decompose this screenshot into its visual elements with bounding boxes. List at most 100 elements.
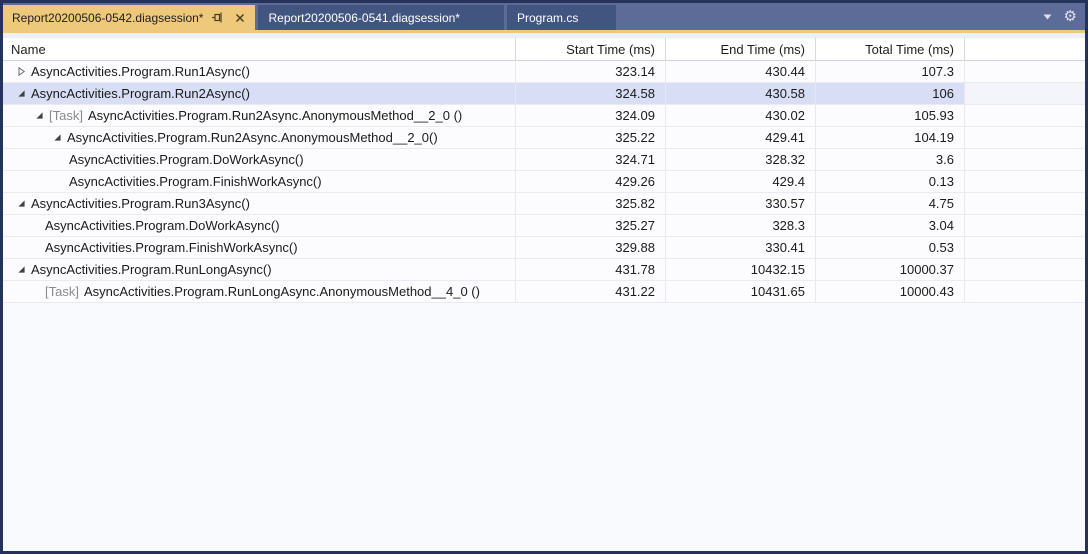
- activity-name: AsyncActivities.Program.Run2Async.Anonym…: [67, 130, 438, 145]
- activity-name: AsyncActivities.Program.RunLongAsync(): [31, 262, 272, 277]
- start-time-cell: 324.58: [516, 83, 666, 104]
- tab-label: Report20200506-0541.diagsession*: [268, 10, 460, 25]
- gear-icon[interactable]: ⚙: [1063, 8, 1077, 25]
- table-row[interactable]: AsyncActivities.Program.FinishWorkAsync(…: [3, 237, 1085, 259]
- activity-name: AsyncActivities.Program.RunLongAsync.Ano…: [83, 284, 480, 299]
- row-spacer-cell: [965, 127, 1085, 148]
- row-name-cell: [Task] AsyncActivities.Program.Run2Async…: [3, 105, 516, 126]
- start-time-cell: 323.14: [516, 61, 666, 82]
- end-time-cell: 10431.65: [666, 281, 816, 302]
- expander-icon[interactable]: [17, 89, 26, 98]
- activity-name: AsyncActivities.Program.FinishWorkAsync(…: [69, 174, 322, 189]
- tab-report-0542[interactable]: Report20200506-0542.diagsession*: [3, 5, 256, 30]
- row-spacer-cell: [965, 215, 1085, 236]
- table-body: AsyncActivities.Program.Run1Async() 323.…: [3, 61, 1085, 303]
- row-name-cell: AsyncActivities.Program.DoWorkAsync(): [3, 149, 516, 170]
- table-row[interactable]: AsyncActivities.Program.Run2Async.Anonym…: [3, 127, 1085, 149]
- table-row[interactable]: AsyncActivities.Program.DoWorkAsync() 32…: [3, 149, 1085, 171]
- table-row[interactable]: [Task] AsyncActivities.Program.RunLongAs…: [3, 281, 1085, 303]
- total-time-cell: 10000.43: [816, 281, 965, 302]
- column-header-start-time[interactable]: Start Time (ms): [516, 38, 666, 60]
- start-time-cell: 431.78: [516, 259, 666, 280]
- end-time-cell: 330.57: [666, 193, 816, 214]
- row-name-cell: AsyncActivities.Program.Run1Async(): [3, 61, 516, 82]
- total-time-cell: 0.53: [816, 237, 965, 258]
- end-time-cell: 10432.15: [666, 259, 816, 280]
- end-time-cell: 429.4: [666, 171, 816, 192]
- total-time-cell: 105.93: [816, 105, 965, 126]
- row-name-cell: AsyncActivities.Program.Run2Async(): [3, 83, 516, 104]
- start-time-cell: 325.27: [516, 215, 666, 236]
- row-spacer-cell: [965, 193, 1085, 214]
- row-name-cell: AsyncActivities.Program.RunLongAsync(): [3, 259, 516, 280]
- activity-name: AsyncActivities.Program.FinishWorkAsync(…: [45, 240, 298, 255]
- end-time-cell: 430.02: [666, 105, 816, 126]
- end-time-cell: 429.41: [666, 127, 816, 148]
- table-row[interactable]: AsyncActivities.Program.Run2Async() 324.…: [3, 83, 1085, 105]
- row-name-cell: AsyncActivities.Program.FinishWorkAsync(…: [3, 237, 516, 258]
- table-row[interactable]: AsyncActivities.Program.FinishWorkAsync(…: [3, 171, 1085, 193]
- activity-name: AsyncActivities.Program.Run1Async(): [31, 64, 250, 79]
- close-icon[interactable]: [232, 10, 247, 25]
- expander-icon[interactable]: [17, 265, 26, 274]
- column-header-name[interactable]: Name: [3, 38, 516, 60]
- table-row[interactable]: [Task] AsyncActivities.Program.Run2Async…: [3, 105, 1085, 127]
- end-time-cell: 328.32: [666, 149, 816, 170]
- activity-name: AsyncActivities.Program.Run2Async(): [31, 86, 250, 101]
- row-spacer-cell: [965, 83, 1085, 104]
- total-time-cell: 4.75: [816, 193, 965, 214]
- tab-program-cs[interactable]: Program.cs: [506, 5, 617, 30]
- total-time-cell: 10000.37: [816, 259, 965, 280]
- table-header: Name Start Time (ms) End Time (ms) Total…: [3, 38, 1085, 61]
- row-name-cell: AsyncActivities.Program.DoWorkAsync(): [3, 215, 516, 236]
- table-row[interactable]: AsyncActivities.Program.Run1Async() 323.…: [3, 61, 1085, 83]
- task-prefix-label: [Task]: [45, 284, 79, 299]
- expander-icon[interactable]: [35, 111, 44, 120]
- table-row[interactable]: AsyncActivities.Program.RunLongAsync() 4…: [3, 259, 1085, 281]
- column-header-total-time[interactable]: Total Time (ms): [816, 38, 965, 60]
- row-name-cell: AsyncActivities.Program.FinishWorkAsync(…: [3, 171, 516, 192]
- total-time-cell: 0.13: [816, 171, 965, 192]
- total-time-cell: 3.04: [816, 215, 965, 236]
- column-header-end-time[interactable]: End Time (ms): [666, 38, 816, 60]
- start-time-cell: 325.82: [516, 193, 666, 214]
- row-spacer-cell: [965, 259, 1085, 280]
- expander-icon[interactable]: [17, 67, 26, 76]
- total-time-cell: 106: [816, 83, 965, 104]
- document-tab-bar: Report20200506-0542.diagsession* Report2…: [3, 3, 1085, 30]
- row-spacer-cell: [965, 171, 1085, 192]
- tab-label: Report20200506-0542.diagsession*: [12, 10, 204, 25]
- end-time-cell: 328.3: [666, 215, 816, 236]
- end-time-cell: 330.41: [666, 237, 816, 258]
- expander-icon[interactable]: [53, 133, 62, 142]
- activity-name: AsyncActivities.Program.DoWorkAsync(): [69, 152, 304, 167]
- start-time-cell: 324.71: [516, 149, 666, 170]
- table-row[interactable]: AsyncActivities.Program.Run3Async() 325.…: [3, 193, 1085, 215]
- tab-label: Program.cs: [516, 10, 579, 25]
- activity-name: AsyncActivities.Program.Run3Async(): [31, 196, 250, 211]
- total-time-cell: 104.19: [816, 127, 965, 148]
- activity-name: AsyncActivities.Program.Run2Async.Anonym…: [87, 108, 463, 123]
- pin-icon[interactable]: [210, 10, 225, 25]
- row-spacer-cell: [965, 237, 1085, 258]
- start-time-cell: 324.09: [516, 105, 666, 126]
- tab-report-0541[interactable]: Report20200506-0541.diagsession*: [258, 5, 504, 30]
- activity-name: AsyncActivities.Program.DoWorkAsync(): [45, 218, 280, 233]
- expander-icon[interactable]: [17, 199, 26, 208]
- start-time-cell: 329.88: [516, 237, 666, 258]
- chevron-down-icon[interactable]: [1043, 14, 1052, 20]
- empty-canvas: [3, 303, 1085, 551]
- row-name-cell: AsyncActivities.Program.Run2Async.Anonym…: [3, 127, 516, 148]
- row-spacer-cell: [965, 149, 1085, 170]
- row-name-cell: [Task] AsyncActivities.Program.RunLongAs…: [3, 281, 516, 302]
- row-name-cell: AsyncActivities.Program.Run3Async(): [3, 193, 516, 214]
- start-time-cell: 431.22: [516, 281, 666, 302]
- table-row[interactable]: AsyncActivities.Program.DoWorkAsync() 32…: [3, 215, 1085, 237]
- end-time-cell: 430.58: [666, 83, 816, 104]
- active-tab-underline: [3, 30, 1085, 33]
- row-spacer-cell: [965, 105, 1085, 126]
- task-prefix-label: [Task]: [49, 108, 83, 123]
- row-spacer-cell: [965, 281, 1085, 302]
- total-time-cell: 3.6: [816, 149, 965, 170]
